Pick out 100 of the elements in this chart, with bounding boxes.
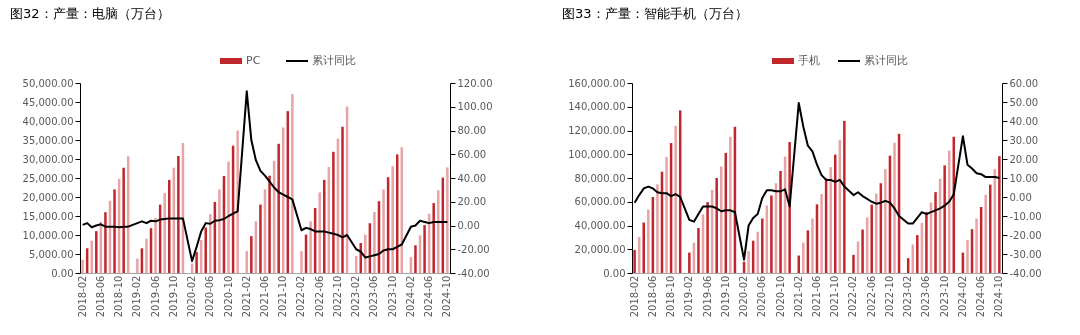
bar (761, 218, 764, 273)
y-tick-label: 45,000.00 (22, 96, 74, 108)
x-tick-label: 2024-06 (975, 275, 987, 318)
bar (870, 204, 873, 273)
x-tick-label: 2021-10 (277, 275, 289, 318)
bar (122, 167, 125, 273)
bar (209, 214, 212, 273)
bar (706, 202, 709, 273)
y2-tick-label: 0.00 (1009, 191, 1032, 203)
y-tick-label: 40,000.00 (22, 115, 74, 127)
bar (943, 165, 946, 273)
y2-tick-label: -20.00 (457, 243, 490, 255)
y2-tick-label: 100.00 (457, 101, 493, 113)
x-tick-label: 2018-06 (94, 275, 106, 318)
y2-tick-label: 120.00 (457, 77, 493, 89)
x-tick-label: 2019-02 (131, 275, 143, 318)
bar (829, 167, 832, 273)
y-tick-label: 60,000.00 (574, 196, 626, 208)
x-tick-label: 2019-02 (683, 275, 695, 318)
bar (852, 254, 855, 273)
bar (966, 239, 969, 273)
bar (925, 212, 928, 273)
legend-label: 累计同比 (312, 54, 356, 67)
y-tick-label: 80,000.00 (574, 172, 626, 184)
y2-tick-label: -40.00 (1009, 267, 1042, 279)
bar (81, 259, 84, 273)
y-tick-label: 25,000.00 (22, 172, 74, 184)
bar (341, 126, 344, 273)
y2-tick-label: 60.00 (1009, 77, 1039, 89)
x-tick-label: 2023-10 (938, 275, 950, 318)
bar (332, 151, 335, 273)
y2-tick-label: -10.00 (1009, 210, 1042, 222)
x-tick-label: 2018-06 (646, 275, 658, 318)
y2-tick-label: 50.00 (1009, 96, 1039, 108)
bar (423, 225, 426, 273)
x-tick-label: 2019-06 (701, 275, 713, 318)
bar (145, 238, 148, 273)
bar (432, 203, 435, 273)
bar (688, 252, 691, 273)
bar (984, 194, 987, 273)
x-tick-label: 2021-06 (259, 275, 270, 318)
y-tick-label: 5,000.00 (28, 248, 74, 260)
bar (113, 189, 116, 273)
bar (318, 192, 321, 273)
bar (90, 240, 93, 273)
x-tick-label: 2020-06 (756, 275, 768, 318)
x-tick-label: 2024-10 (993, 275, 1005, 318)
bar (136, 258, 139, 273)
y2-tick-label: -40.00 (457, 267, 490, 279)
bar (875, 193, 878, 273)
bar (104, 212, 107, 273)
bar (647, 209, 650, 273)
bar (747, 251, 750, 273)
x-tick-label: 2022-10 (331, 275, 343, 318)
bar (884, 169, 887, 273)
y-tick-label: 10,000.00 (22, 229, 74, 241)
bar (259, 204, 262, 273)
bar (656, 184, 659, 273)
x-tick-label: 2019-06 (149, 275, 161, 318)
x-tick-label: 2021-06 (811, 275, 822, 318)
bar (802, 242, 805, 273)
x-tick-label: 2024-10 (441, 275, 453, 318)
bar (633, 249, 636, 273)
bar (934, 192, 937, 273)
y-tick-label: 120,000.00 (568, 125, 626, 136)
x-tick-label: 2018-02 (76, 275, 88, 318)
y-tick-label: 35,000.00 (22, 134, 74, 146)
bar (309, 221, 312, 273)
bar (665, 156, 668, 273)
y-tick-label: 20,000.00 (574, 243, 626, 255)
x-tick-label: 2022-02 (295, 275, 307, 318)
bar (916, 235, 919, 273)
bar (291, 94, 294, 273)
bar (697, 228, 700, 273)
bar (911, 244, 914, 273)
x-tick-label: 2018-10 (665, 275, 677, 318)
x-tick-label: 2022-10 (883, 275, 895, 318)
bar (770, 195, 773, 273)
x-tick-label: 2020-10 (222, 275, 234, 318)
y2-tick-label: 10.00 (1009, 172, 1039, 184)
bar (756, 231, 759, 273)
y-tick-label: 50,000.00 (22, 77, 74, 89)
bar (163, 193, 166, 273)
bar (998, 156, 1001, 273)
bar (843, 120, 846, 273)
x-tick-label: 2022-02 (847, 275, 859, 318)
x-tick-label: 2023-02 (350, 275, 362, 318)
bar (218, 189, 221, 273)
y2-tick-label: 80.00 (457, 125, 487, 136)
bar (642, 222, 645, 273)
y2-tick-label: 30.00 (1009, 134, 1039, 146)
y2-tick-label: 20.00 (1009, 153, 1039, 165)
bar (323, 179, 326, 273)
bar (195, 252, 198, 273)
y-tick-label: 40,000.00 (574, 220, 626, 231)
x-tick-label: 2022-06 (313, 275, 325, 318)
bar (391, 166, 394, 273)
y2-tick-label: 40.00 (457, 172, 487, 184)
bar (446, 167, 449, 273)
bar (861, 229, 864, 273)
